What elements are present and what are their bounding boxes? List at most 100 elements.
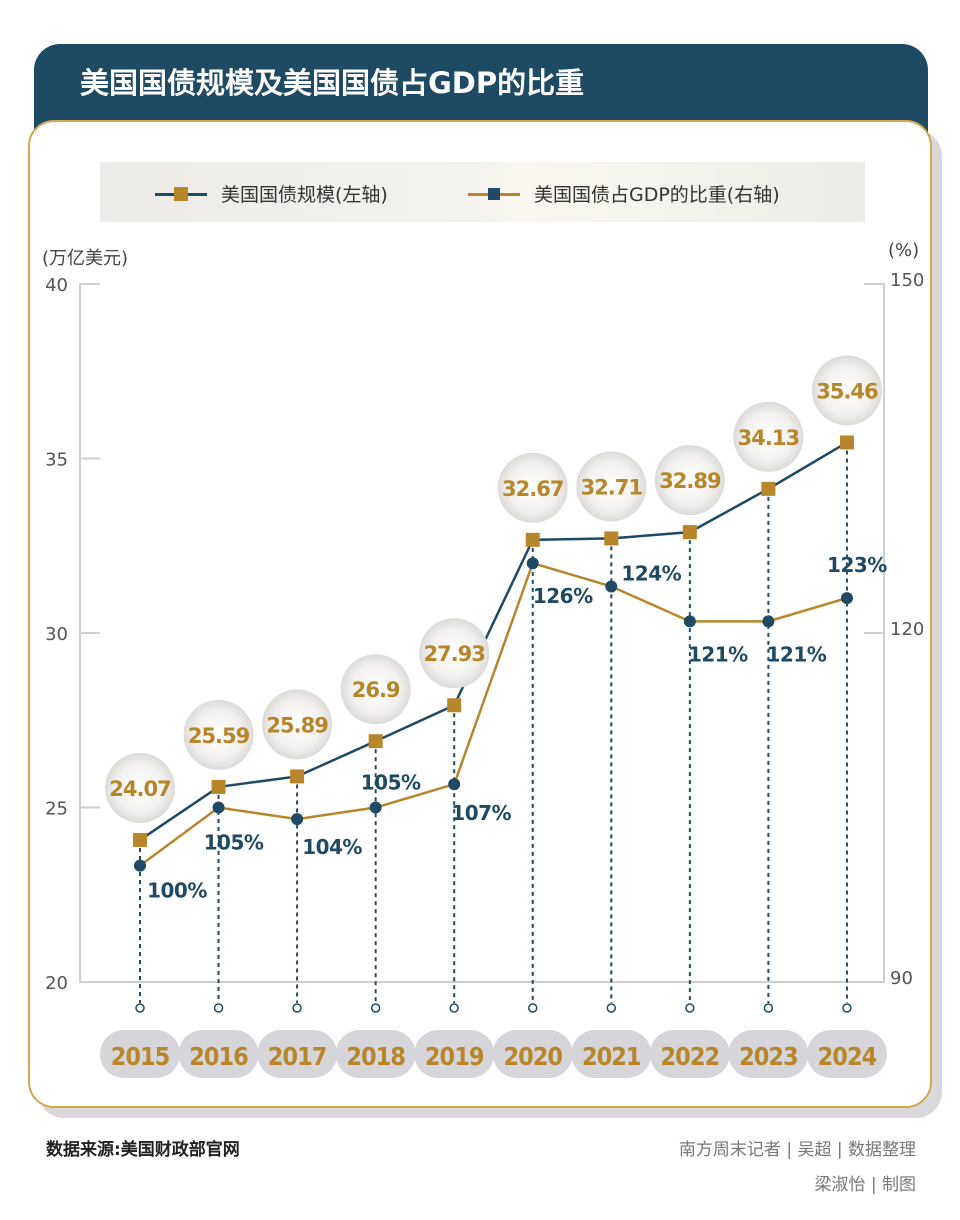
data-source: 数据来源:美国财政部官网 [46, 1140, 240, 1160]
ratio-marker [605, 580, 618, 593]
value-bubble [733, 401, 804, 472]
axis-dot-icon [685, 1003, 695, 1013]
axis-dot-icon [135, 1003, 145, 1013]
left-axis-unit: (万亿美元) [42, 248, 129, 269]
year-label: 2018 [346, 1042, 405, 1071]
ratio-marker [369, 801, 382, 814]
debt-value-label: 24.07 [109, 777, 170, 801]
ratio-value-label: 126% [533, 584, 593, 608]
debt-value-label: 27.93 [423, 642, 484, 666]
ratio-marker [526, 557, 539, 570]
year-label: 2021 [582, 1042, 641, 1071]
axis-dot-icon [606, 1003, 617, 1013]
value-bubble [340, 654, 411, 725]
value-bubble [654, 445, 725, 516]
debt-marker [839, 435, 854, 450]
value-bubble [262, 689, 333, 760]
year-label: 2022 [661, 1042, 720, 1071]
year-pill [571, 1030, 652, 1078]
debt-value-label: 32.67 [502, 477, 563, 501]
year-pill [414, 1030, 495, 1078]
debt-marker [604, 531, 619, 546]
debt-marker [682, 525, 697, 540]
debt-line [139, 441, 848, 841]
year-pill [728, 1030, 809, 1078]
ratio-value-label: 121% [767, 642, 827, 666]
debt-value-label: 35.46 [816, 379, 878, 403]
value-bubble [576, 451, 647, 522]
value-bubble [497, 452, 568, 523]
year-pill [257, 1030, 338, 1078]
debt-value-label: 26.9 [352, 678, 400, 702]
left-tick-label: 40 [45, 275, 68, 296]
left-tick-label: 20 [45, 973, 68, 994]
ratio-value-label: 121% [688, 642, 748, 666]
ratio-marker [291, 813, 304, 826]
legend-item-debt: 美国国债规模(左轴) [155, 180, 388, 207]
ratio-value-label: 104% [302, 835, 362, 859]
year-pill [100, 1030, 180, 1078]
year-pill [178, 1030, 259, 1078]
year-pill [335, 1030, 416, 1078]
ratio-marker [134, 859, 146, 872]
debt-value-label: 25.89 [266, 713, 328, 737]
debt-marker [525, 532, 540, 547]
value-bubble [105, 752, 175, 823]
debt-value-label: 32.71 [581, 475, 643, 499]
value-bubble [183, 699, 254, 770]
debt-marker [290, 769, 305, 784]
debt-value-label: 34.13 [738, 426, 799, 450]
value-bubble [811, 355, 882, 426]
ratio-line [139, 561, 848, 867]
left-tick-label: 25 [45, 799, 68, 820]
right-tick-label: 120 [890, 619, 924, 640]
year-label: 2019 [425, 1042, 484, 1071]
right-tick-label: 90 [890, 968, 913, 989]
year-pill [492, 1030, 573, 1078]
ratio-value-label: 123% [827, 553, 887, 577]
value-bubble [419, 618, 490, 689]
ratio-value-label: 107% [451, 801, 511, 825]
ratio-value-label: 105% [361, 771, 421, 795]
axis-dot-icon [842, 1003, 852, 1013]
right-tick-label: 150 [890, 270, 924, 291]
year-label: 2023 [739, 1042, 798, 1071]
year-pill [806, 1030, 887, 1078]
axis-dot-icon [449, 1003, 459, 1013]
ratio-marker [840, 592, 853, 605]
left-tick-label: 30 [45, 624, 68, 645]
legend-circle-marker-icon [468, 184, 520, 204]
ratio-marker [762, 615, 775, 628]
ratio-value-label: 124% [621, 561, 681, 585]
axis-dot-icon [370, 1003, 381, 1013]
right-axis-unit: (%) [888, 240, 920, 261]
credit-reporter: 南方周末记者 | 吴超 | 数据整理 [678, 1140, 916, 1160]
debt-marker [368, 734, 383, 749]
legend-label-ratio: 美国国债占GDP的比重(右轴) [534, 184, 780, 206]
legend-square-marker-icon [155, 184, 207, 204]
debt-value-label: 25.59 [188, 724, 250, 748]
year-label: 2020 [503, 1042, 562, 1071]
ratio-marker [448, 778, 461, 791]
credit-designer: 梁淑怡 | 制图 [814, 1175, 916, 1195]
ratio-value-label: 105% [204, 831, 264, 855]
axis-dot-icon [292, 1003, 302, 1013]
left-tick-label: 35 [45, 450, 68, 471]
debt-marker [761, 481, 776, 496]
chart-card [28, 120, 932, 1108]
debt-value-label: 32.89 [659, 469, 721, 493]
axis-dot-icon [213, 1003, 224, 1013]
year-label: 2017 [268, 1042, 327, 1071]
ratio-value-label: 100% [147, 879, 207, 903]
legend-label-debt: 美国国债规模(左轴) [221, 184, 388, 206]
year-label: 2015 [111, 1042, 170, 1071]
legend: 美国国债规模(左轴) 美国国债占GDP的比重(右轴) [100, 162, 865, 222]
axis-dot-icon [763, 1003, 774, 1013]
debt-marker [211, 779, 226, 794]
ratio-marker [683, 615, 696, 628]
year-label: 2024 [818, 1042, 877, 1071]
year-label: 2016 [189, 1042, 248, 1071]
legend-item-ratio: 美国国债占GDP的比重(右轴) [468, 180, 780, 207]
axis-dot-icon [528, 1003, 538, 1013]
